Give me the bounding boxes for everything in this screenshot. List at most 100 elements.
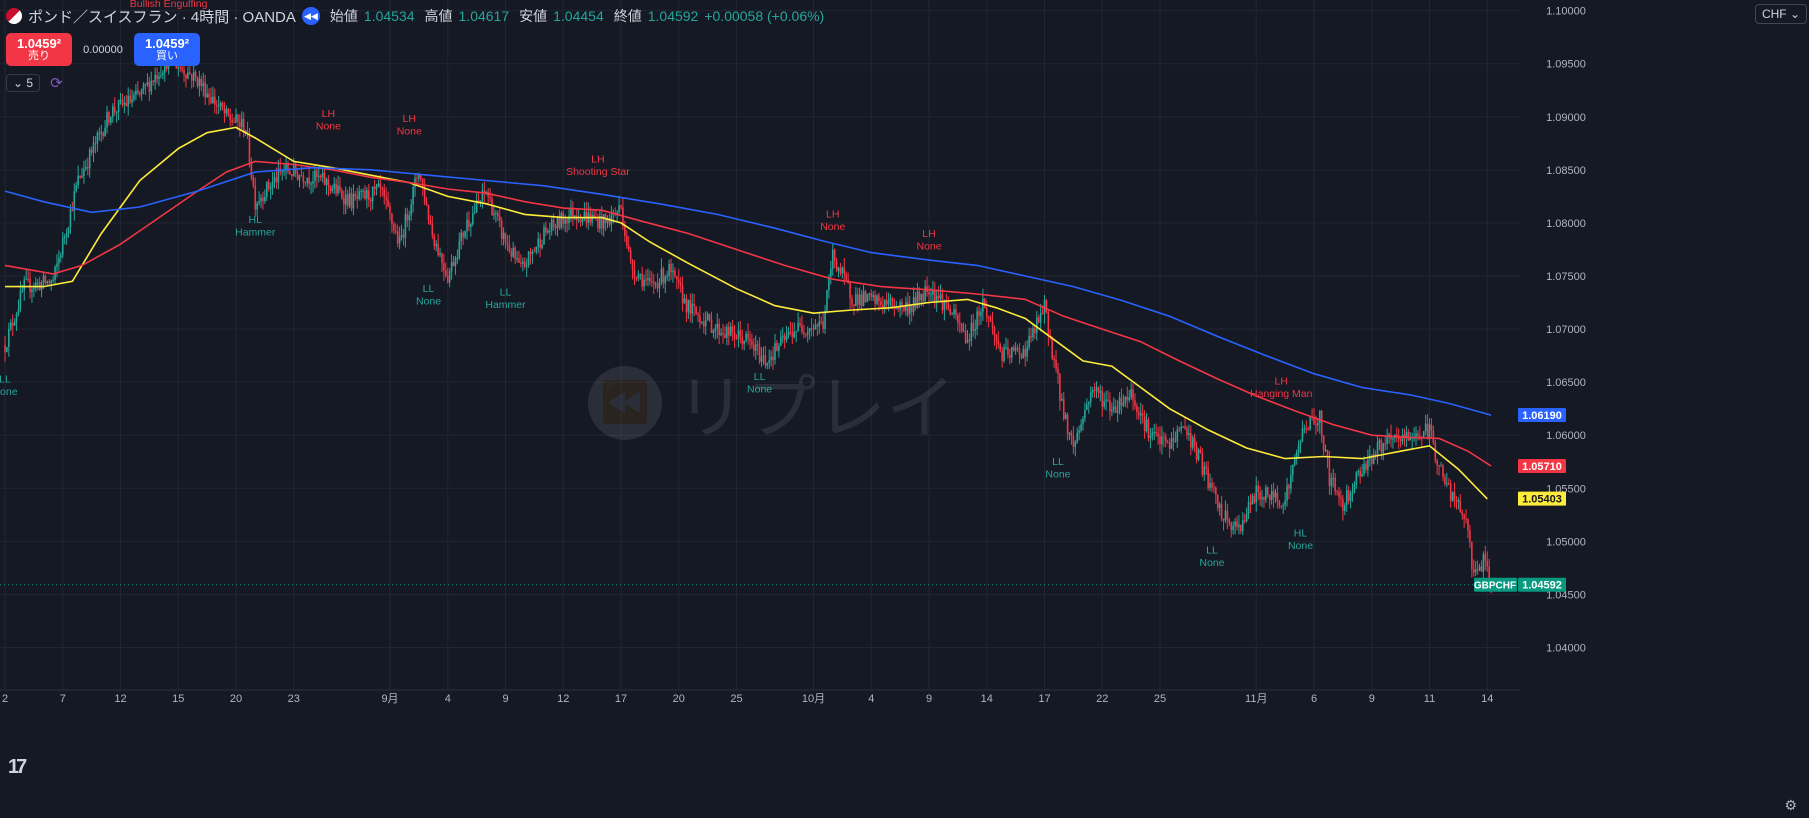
pattern-label: None: [1288, 540, 1313, 552]
candle-body: [1157, 433, 1159, 437]
time-axis[interactable]: [0, 690, 1520, 818]
candle-body: [92, 142, 95, 153]
candle-body: [267, 181, 270, 189]
candle-body: [1039, 312, 1042, 323]
candle-body: [310, 183, 312, 185]
candle-body: [150, 80, 153, 92]
indicators-toggle-button[interactable]: ⌄ 5: [6, 74, 41, 92]
candle-body: [1057, 368, 1059, 374]
candle-body: [381, 187, 384, 190]
candle-body: [1482, 554, 1485, 572]
candle-body: [762, 355, 765, 357]
candle-body: [69, 209, 72, 227]
pattern-label: LL: [423, 283, 435, 295]
candle-body: [343, 198, 345, 205]
candle-body: [21, 290, 24, 292]
candle-body: [296, 173, 299, 180]
candle-body: [137, 90, 139, 94]
candle-body: [1174, 441, 1177, 443]
candle-body: [518, 258, 520, 263]
candle-body: [739, 330, 742, 337]
candle-body: [1145, 419, 1148, 431]
candle-body: [1234, 521, 1236, 526]
candle-body: [110, 117, 112, 123]
candle-body: [154, 75, 156, 82]
candle-body: [61, 237, 64, 256]
candle-body: [843, 267, 846, 275]
candle-body: [839, 267, 842, 274]
candle-body: [760, 356, 763, 362]
candle-body: [491, 198, 493, 216]
candle-body: [951, 313, 953, 315]
candle-body: [747, 333, 749, 339]
candle-body: [450, 261, 453, 272]
candle-body: [1041, 312, 1044, 314]
candle-body: [237, 114, 239, 122]
candle-body: [720, 333, 722, 336]
candle-body: [42, 275, 45, 283]
tradingview-logo-icon[interactable]: 17: [8, 756, 27, 778]
candle-body: [1024, 348, 1027, 357]
candle-body: [1163, 436, 1165, 438]
candle-body: [1161, 436, 1163, 445]
symbol-tag-box: [1474, 577, 1517, 592]
price-label-text: 1.05403: [1522, 494, 1562, 506]
candle-body: [1424, 423, 1427, 432]
candle-body: [231, 120, 233, 123]
candle-body: [718, 323, 720, 336]
candle-body: [179, 66, 181, 68]
candle-body: [356, 196, 359, 199]
candle-body: [523, 261, 526, 267]
candle-body: [1305, 428, 1308, 430]
candle-body: [997, 340, 1000, 345]
candle-body: [1436, 460, 1438, 466]
candle-body: [531, 251, 534, 255]
candle-body: [185, 74, 187, 79]
sell-button[interactable]: 1.0459² 売り: [6, 33, 72, 66]
candle-body: [408, 215, 411, 221]
currency-select[interactable]: CHF ⌄: [1754, 4, 1807, 24]
candle-body: [506, 242, 509, 245]
candle-body: [352, 194, 355, 209]
candle-body: [217, 105, 220, 107]
candle-body: [554, 226, 557, 229]
candle-body: [498, 216, 501, 221]
candle-body: [46, 281, 49, 284]
candle-body: [876, 295, 878, 304]
pattern-label: LH: [591, 153, 604, 165]
chart-header: ポンド／スイスフラン · 4時間 · OANDA ◀◀ 始値 1.04534 高値…: [6, 6, 824, 26]
pattern-label: HL: [249, 214, 263, 226]
candle-body: [418, 175, 420, 180]
candle-body: [119, 99, 122, 101]
candle-body: [1465, 518, 1467, 520]
buy-button[interactable]: 1.0459² 買い: [134, 33, 200, 66]
candle-body: [891, 298, 894, 308]
candle-body: [140, 89, 143, 95]
candle-body: [292, 164, 295, 176]
candle-body: [252, 176, 255, 186]
candle-body: [1055, 359, 1057, 369]
sync-icon[interactable]: ⟳: [50, 75, 63, 92]
candle-body: [437, 243, 439, 256]
candle-body: [300, 175, 303, 177]
replay-rewind-icon[interactable]: ◀◀: [301, 7, 320, 25]
symbol-title[interactable]: ポンド／スイスフラン · 4時間 · OANDA: [28, 8, 296, 26]
candle-body: [131, 99, 133, 103]
candle-body: [6, 347, 8, 352]
candle-body: [477, 200, 480, 203]
candle-body: [56, 263, 58, 267]
candle-body: [81, 176, 83, 178]
settings-gear-icon[interactable]: ⚙: [1784, 797, 1797, 813]
candle-body: [1403, 434, 1406, 438]
candle-body: [570, 207, 572, 216]
candle-body: [1467, 519, 1469, 531]
candle-body: [36, 282, 39, 284]
candle-body: [1211, 482, 1213, 488]
candle-body: [400, 234, 403, 237]
price-axis[interactable]: [1520, 0, 1809, 818]
candle-body: [1284, 500, 1286, 505]
candle-body: [65, 233, 68, 238]
candle-body: [932, 289, 934, 295]
candle-body: [708, 314, 711, 320]
